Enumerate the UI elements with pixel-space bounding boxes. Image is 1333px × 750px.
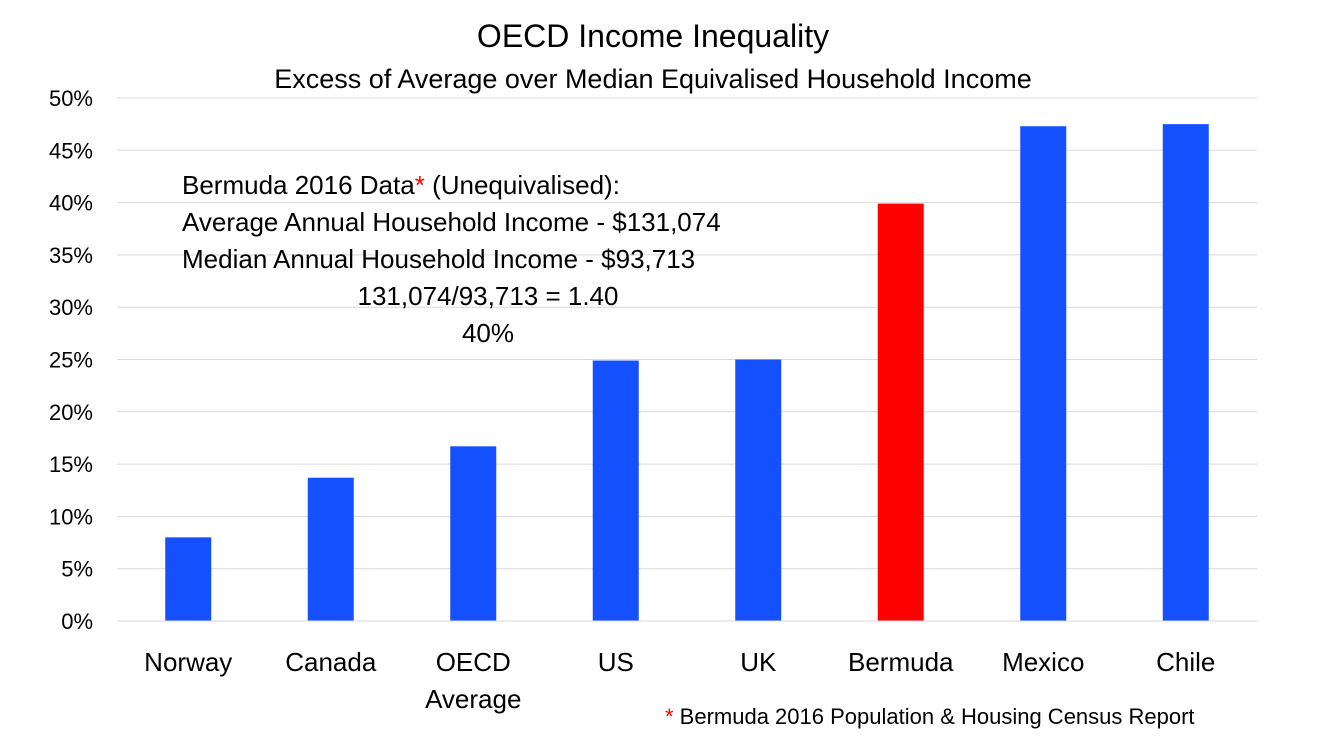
annotation-line-1-tail: (Unequivalised): <box>425 170 620 200</box>
bar <box>592 360 639 621</box>
bars <box>165 124 1209 622</box>
y-tick-label: 35% <box>49 243 93 268</box>
y-axis-ticks: 0% 5% 10% 15% 20% 25% 30% 35% 40% 45% 50% <box>49 86 93 634</box>
x-tick-label: UK <box>740 647 777 677</box>
y-tick-label: 50% <box>49 86 93 111</box>
bar <box>877 203 924 621</box>
annotation-box: Bermuda 2016 Data* (Unequivalised): Aver… <box>182 170 721 348</box>
x-tick-label: Mexico <box>1002 647 1084 677</box>
x-tick-label: Norway <box>144 647 232 677</box>
bar <box>307 477 354 621</box>
y-tick-label: 25% <box>49 348 93 373</box>
bar <box>165 537 212 621</box>
bar <box>735 359 782 621</box>
bar <box>1020 126 1067 621</box>
y-tick-label: 0% <box>61 609 93 634</box>
annotation-line-1: Bermuda 2016 Data* (Unequivalised): <box>182 170 620 200</box>
y-tick-label: 40% <box>49 191 93 216</box>
chart-subtitle: Excess of Average over Median Equivalise… <box>274 64 1031 94</box>
y-tick-label: 10% <box>49 504 93 529</box>
annotation-line-5: 40% <box>462 318 514 348</box>
y-tick-label: 15% <box>49 452 93 477</box>
x-tick-label: Bermuda <box>848 647 954 677</box>
annotation-line-4: 131,074/93,713 = 1.40 <box>358 281 619 311</box>
footnote-text: Bermuda 2016 Population & Housing Census… <box>674 704 1195 729</box>
gridlines <box>117 97 1257 570</box>
annotation-line-1-text: Bermuda 2016 Data <box>182 170 415 200</box>
bar <box>1162 124 1209 622</box>
y-tick-label: 20% <box>49 400 93 425</box>
x-tick-label: Chile <box>1156 647 1215 677</box>
annotation-line-2: Average Annual Household Income - $131,0… <box>182 207 721 237</box>
bar <box>450 446 497 621</box>
y-tick-label: 45% <box>49 138 93 163</box>
chart-title: OECD Income Inequality <box>477 18 829 54</box>
y-tick-label: 30% <box>49 295 93 320</box>
x-axis-labels: Norway Canada OECD Average US UK Bermuda Mexico… <box>144 647 1215 714</box>
footnote-asterisk: * <box>665 704 674 729</box>
annotation-asterisk: * <box>415 170 425 200</box>
x-tick-label: US <box>598 647 634 677</box>
x-tick-label: Canada <box>285 647 377 677</box>
x-tick-label: Average <box>425 684 521 714</box>
x-tick-label: OECD <box>436 647 511 677</box>
annotation-line-3: Median Annual Household Income - $93,713 <box>182 244 695 274</box>
footnote: * Bermuda 2016 Population & Housing Cens… <box>665 704 1195 729</box>
y-tick-label: 5% <box>61 557 93 582</box>
